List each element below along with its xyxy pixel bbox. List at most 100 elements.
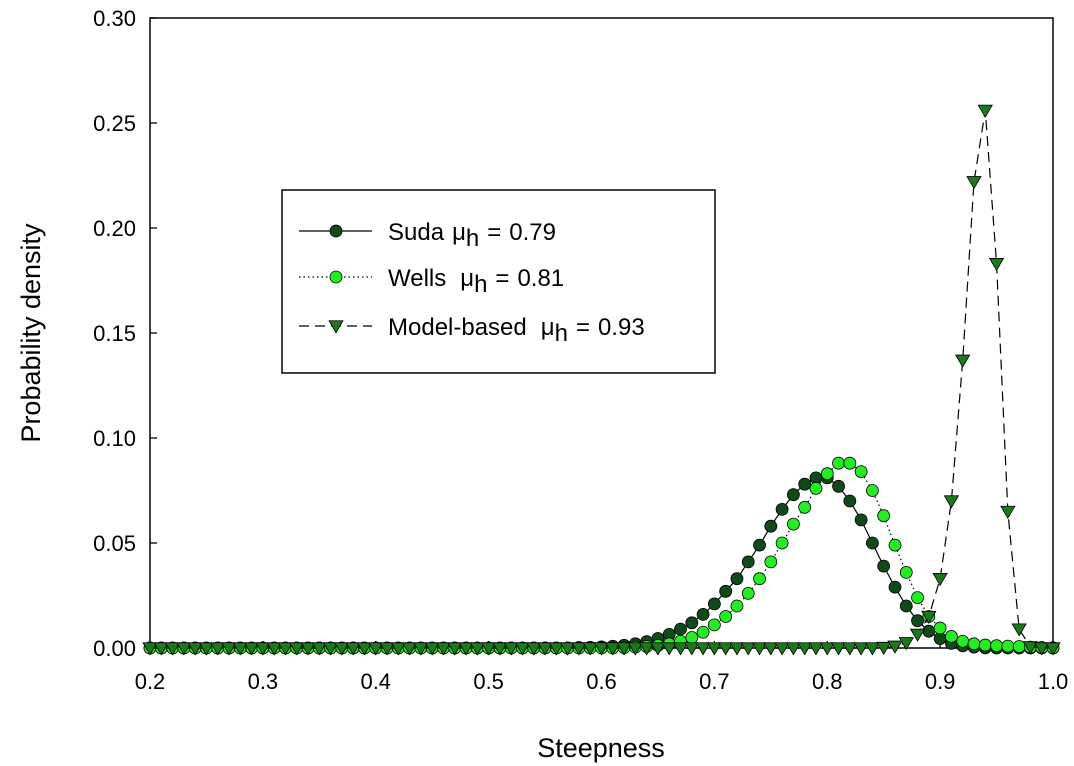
y-tick-label: 0.25 bbox=[93, 111, 136, 136]
data-point bbox=[390, 642, 407, 656]
data-point bbox=[289, 642, 305, 656]
data-point bbox=[977, 104, 993, 118]
data-point bbox=[300, 642, 316, 656]
data-point bbox=[311, 642, 328, 656]
x-tick-label: 0.5 bbox=[473, 669, 504, 694]
data-point bbox=[717, 642, 734, 656]
data-point bbox=[356, 642, 373, 656]
data-point bbox=[548, 642, 565, 656]
data-point bbox=[911, 614, 924, 628]
data-point bbox=[695, 642, 711, 656]
data-point bbox=[164, 642, 181, 656]
data-point bbox=[638, 642, 655, 656]
legend-equals: = bbox=[576, 314, 590, 341]
data-point bbox=[674, 622, 687, 636]
data-point bbox=[719, 584, 733, 598]
data-point bbox=[899, 599, 913, 613]
legend-item: Model-based μh = 0.93 bbox=[299, 314, 645, 347]
data-point bbox=[616, 642, 632, 656]
legend-marker bbox=[328, 320, 344, 334]
data-point bbox=[820, 467, 834, 481]
data-point bbox=[933, 621, 947, 635]
data-point bbox=[707, 597, 721, 611]
data-point bbox=[753, 572, 766, 586]
data-point bbox=[672, 642, 689, 656]
legend-marker bbox=[329, 270, 343, 284]
data-point bbox=[210, 642, 226, 656]
data-point bbox=[888, 580, 902, 594]
data-point bbox=[593, 642, 610, 656]
y-tick-label: 0.15 bbox=[93, 321, 136, 346]
data-point bbox=[685, 616, 699, 630]
series-model-based bbox=[142, 104, 1061, 656]
data-point bbox=[1034, 642, 1050, 656]
data-point bbox=[877, 509, 891, 523]
y-axis-title: Probability density bbox=[16, 223, 46, 443]
x-tick-label: 0.8 bbox=[812, 669, 843, 694]
data-point bbox=[1011, 623, 1027, 637]
data-point bbox=[650, 642, 666, 656]
series-suda bbox=[143, 471, 1060, 655]
data-point bbox=[696, 608, 710, 621]
data-point bbox=[368, 642, 384, 656]
data-point bbox=[843, 456, 857, 470]
legend-mu-symbol: μ bbox=[452, 219, 466, 246]
data-point bbox=[786, 488, 800, 502]
data-point bbox=[864, 642, 881, 656]
data-point bbox=[854, 465, 868, 479]
legend-series-name: Wells bbox=[388, 265, 446, 292]
data-point bbox=[887, 640, 903, 654]
data-point bbox=[684, 642, 700, 656]
legend-equals: = bbox=[487, 219, 501, 246]
data-point bbox=[729, 642, 745, 656]
data-point bbox=[719, 610, 733, 623]
data-point bbox=[334, 642, 350, 656]
legend-mu-value: 0.93 bbox=[598, 314, 645, 341]
data-point bbox=[379, 642, 395, 656]
data-point bbox=[911, 591, 924, 604]
data-point bbox=[685, 631, 699, 644]
data-point bbox=[537, 642, 553, 656]
data-point bbox=[785, 642, 802, 656]
legend-series-name: Suda bbox=[388, 219, 445, 246]
legend-mu-value: 0.79 bbox=[509, 219, 556, 246]
x-tick-label: 0.7 bbox=[699, 669, 730, 694]
data-point bbox=[775, 502, 789, 516]
data-point bbox=[842, 642, 858, 656]
y-tick-label: 0.00 bbox=[93, 636, 136, 661]
data-point bbox=[832, 456, 845, 470]
legend-label: Wells μh = 0.81 bbox=[388, 265, 564, 298]
data-point bbox=[955, 354, 971, 368]
data-point bbox=[956, 634, 970, 648]
data-point bbox=[774, 642, 790, 656]
data-point bbox=[277, 642, 294, 656]
data-point bbox=[1045, 642, 1061, 656]
data-point bbox=[832, 479, 845, 493]
legend-mu-subscript: h bbox=[474, 271, 487, 298]
data-point bbox=[866, 484, 879, 497]
data-point bbox=[943, 495, 960, 509]
data-point bbox=[571, 642, 587, 656]
y-tick-label: 0.30 bbox=[93, 6, 136, 31]
data-point bbox=[401, 642, 418, 656]
data-point bbox=[741, 587, 755, 600]
data-point bbox=[796, 642, 813, 656]
legend-label: Suda μh = 0.79 bbox=[388, 219, 556, 252]
data-point bbox=[830, 642, 847, 656]
data-point bbox=[921, 610, 937, 624]
data-point bbox=[967, 637, 981, 651]
data-point bbox=[775, 536, 789, 550]
data-point bbox=[322, 642, 339, 656]
data-point bbox=[764, 519, 778, 533]
data-point bbox=[764, 555, 778, 569]
data-point bbox=[345, 642, 361, 656]
legend-mu-subscript: h bbox=[555, 320, 568, 347]
data-point bbox=[1022, 641, 1039, 655]
x-axis: 0.2 0.3 0.4 0.5 0.6 0.7 0.8 0.9 1.0 bbox=[135, 641, 1068, 694]
data-point bbox=[730, 572, 744, 586]
data-point bbox=[526, 642, 542, 656]
data-point bbox=[978, 638, 992, 652]
data-point bbox=[187, 642, 203, 656]
